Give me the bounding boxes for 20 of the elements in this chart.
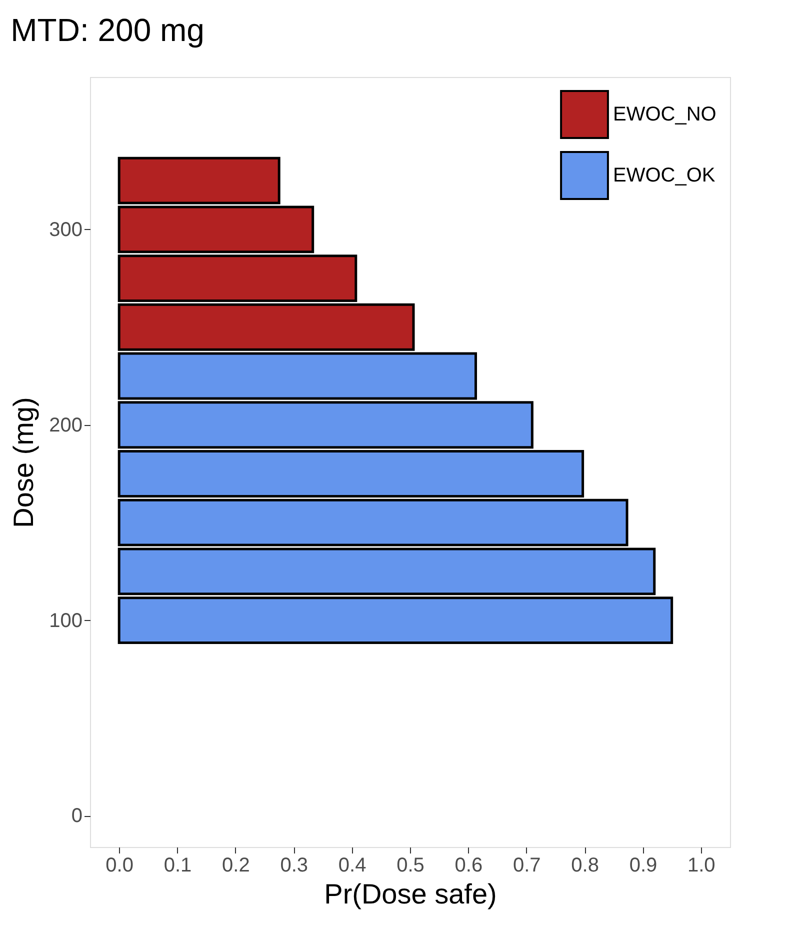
x-tick-label: 0.7	[512, 854, 541, 876]
x-tick-label: 0.0	[106, 854, 134, 876]
x-tick-label: 0.5	[396, 854, 424, 876]
legend-label: EWOC_NO	[613, 104, 716, 126]
chart-title: MTD: 200 mg	[10, 12, 204, 48]
legend-label: EWOC_OK	[613, 164, 716, 186]
x-tick-label: 0.9	[629, 854, 658, 876]
y-axis-title: Dose (mg)	[8, 397, 40, 528]
x-tick-label: 0.2	[222, 854, 250, 876]
y-tick-label: 0	[71, 805, 82, 828]
y-tick-label: 300	[49, 218, 82, 241]
x-tick-label: 0.4	[338, 854, 366, 876]
x-tick-label: 0.8	[571, 854, 599, 876]
x-tick-label: 1.0	[688, 854, 716, 876]
y-tick-label: 100	[49, 610, 82, 632]
y-tick-label: 200	[49, 414, 82, 436]
x-tick-label: 0.3	[280, 854, 308, 876]
x-axis-title: Pr(Dose safe)	[324, 878, 497, 910]
x-tick-label: 0.1	[164, 854, 192, 876]
x-tick-label: 0.6	[454, 854, 483, 876]
